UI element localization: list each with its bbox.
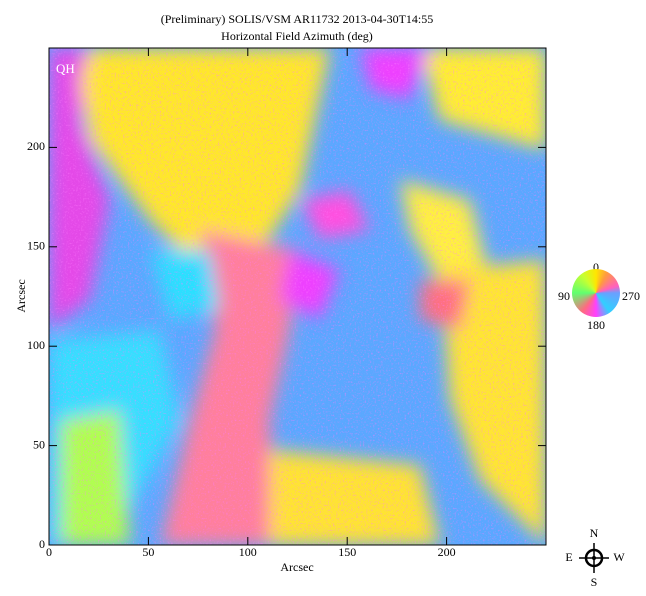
azimuth-color-wheel (572, 269, 620, 317)
x-tick-label: 50 (142, 545, 154, 559)
x-axis-label: Arcsec (280, 560, 313, 574)
y-tick-label: 50 (33, 437, 45, 451)
color-wheel-label: 0 (593, 260, 599, 274)
chart-subtitle: Horizontal Field Azimuth (deg) (221, 29, 373, 43)
compass: N S E W (565, 526, 625, 589)
y-tick-label: 200 (27, 139, 45, 153)
compass-west: W (613, 550, 625, 564)
x-tick-label: 0 (46, 545, 52, 559)
chart-title: (Preliminary) SOLIS/VSM AR11732 2013-04-… (161, 12, 434, 26)
panel-label: QH (56, 61, 75, 76)
azimuth-map (49, 48, 546, 545)
plot-frame (48, 47, 547, 546)
color-wheel-label: 270 (622, 289, 640, 303)
x-tick-label: 200 (438, 545, 456, 559)
color-wheel-label: 90 (558, 289, 570, 303)
x-tick-label: 100 (239, 545, 257, 559)
y-tick-label: 100 (27, 338, 45, 352)
compass-north: N (590, 526, 599, 540)
color-wheel-label: 180 (587, 318, 605, 332)
y-tick-label: 0 (39, 537, 45, 551)
y-axis-label: Arcsec (14, 279, 28, 312)
y-tick-label: 150 (27, 239, 45, 253)
compass-east: E (565, 550, 572, 564)
x-tick-label: 150 (338, 545, 356, 559)
compass-south: S (591, 575, 598, 589)
